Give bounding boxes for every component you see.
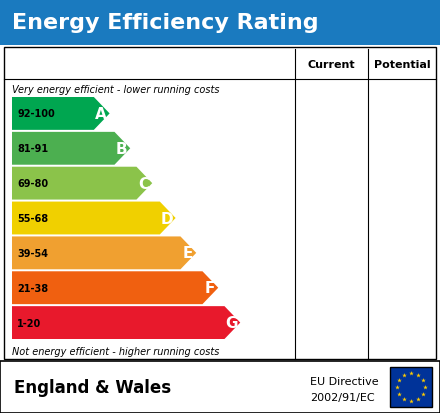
Bar [4, 48, 436, 359]
Text: D: D [161, 211, 173, 226]
Text: England & Wales: England & Wales [14, 378, 171, 396]
Polygon shape [12, 237, 196, 270]
Polygon shape [12, 133, 130, 165]
Bar [0, 0, 440, 46]
Polygon shape [12, 272, 218, 304]
Polygon shape [12, 98, 110, 131]
Text: A: A [95, 107, 107, 122]
Text: 69-80: 69-80 [17, 179, 48, 189]
Text: 92-100: 92-100 [17, 109, 55, 119]
Polygon shape [12, 167, 152, 200]
Text: 55-68: 55-68 [17, 214, 48, 223]
Text: 2002/91/EC: 2002/91/EC [310, 392, 374, 402]
Text: Current: Current [308, 60, 356, 70]
Text: EU Directive: EU Directive [310, 376, 379, 386]
Text: C: C [138, 176, 149, 191]
Text: G: G [225, 315, 238, 330]
Text: 21-38: 21-38 [17, 283, 48, 293]
Bar [0, 361, 440, 413]
Text: B: B [116, 141, 128, 157]
Bar [390, 367, 432, 407]
Text: Very energy efficient - lower running costs: Very energy efficient - lower running co… [12, 85, 220, 95]
Text: 81-91: 81-91 [17, 144, 48, 154]
Text: 1-20: 1-20 [17, 318, 41, 328]
Text: 39-54: 39-54 [17, 248, 48, 258]
Text: Potential: Potential [374, 60, 430, 70]
Polygon shape [12, 306, 240, 339]
Text: Energy Efficiency Rating: Energy Efficiency Rating [12, 13, 319, 33]
Text: E: E [183, 246, 193, 261]
Text: F: F [205, 280, 215, 295]
Text: Not energy efficient - higher running costs: Not energy efficient - higher running co… [12, 346, 220, 356]
Polygon shape [12, 202, 176, 235]
